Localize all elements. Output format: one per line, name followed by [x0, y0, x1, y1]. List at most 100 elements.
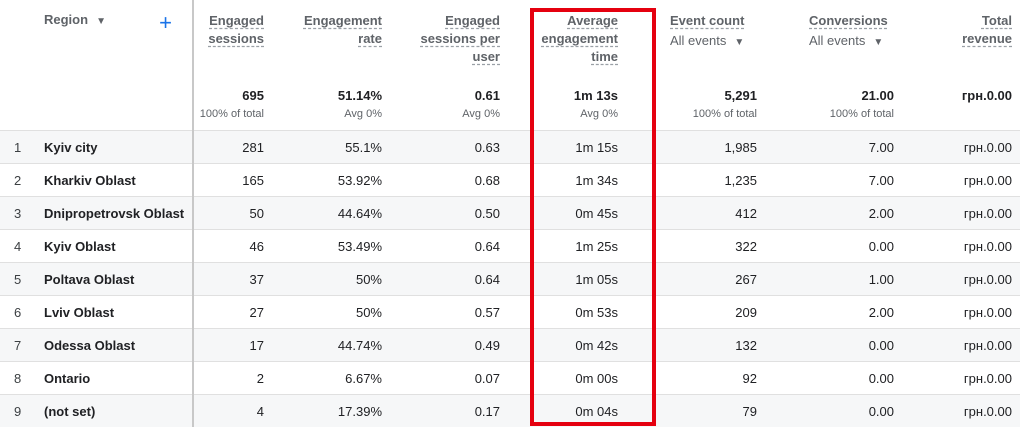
column-filter[interactable]: All events ▼ [809, 32, 894, 52]
metric-cell: 0.64 [390, 262, 508, 296]
total-value: грн.0.00 [961, 88, 1012, 103]
metric-cell: 1,235 [626, 163, 765, 197]
row-index: 4 [0, 229, 30, 263]
total-note: 100% of total [829, 108, 894, 120]
metric-cell: 1.00 [765, 262, 902, 296]
metric-cell: 0.63 [390, 130, 508, 164]
metric-cell: 0.00 [765, 328, 902, 362]
total-value: 5,291 [724, 88, 757, 103]
dropdown-icon[interactable]: ▼ [96, 16, 106, 27]
column-label[interactable]: Engagement rate [303, 13, 382, 46]
metric-cell: 7.00 [765, 130, 902, 164]
column-header[interactable]: Engaged sessions per user 0.61 Avg 0% [390, 0, 508, 131]
metric-cell: 0m 42s [508, 328, 626, 362]
metric-cell: 0m 53s [508, 295, 626, 329]
column-header[interactable]: Event count All events ▼ 5,291 100% of total [626, 0, 765, 131]
metric-cell: 0m 45s [508, 196, 626, 230]
metric-cell: 1m 15s [508, 130, 626, 164]
table-row: 6 Lviv Oblast 27 50% 0.57 0m 53s 209 2.00 грн.0.… [0, 295, 1020, 329]
table-row: 3 Dnipropetrovsk Oblast 50 44.64% 0.50 0m 45s… [0, 196, 1020, 230]
total-value: 695 [242, 88, 264, 103]
metric-cell: 132 [626, 328, 765, 362]
metric-cell: 0.57 [390, 295, 508, 329]
region-cell: Dnipropetrovsk Oblast [30, 196, 194, 230]
metric-cell: 92 [626, 361, 765, 395]
table-row: 5 Poltava Oblast 37 50% 0.64 1m 05s 267 1.00 грн… [0, 262, 1020, 296]
metric-cell: 44.64% [272, 196, 390, 230]
total-value: 51.14% [337, 88, 382, 103]
column-header[interactable]: Engaged sessions 695 100% of total [193, 0, 272, 131]
column-label[interactable]: Conversions [809, 13, 888, 28]
metric-cell: 0.00 [765, 394, 902, 427]
metric-cell: 53.92% [272, 163, 390, 197]
highlight-box [530, 8, 656, 426]
metric-cell: грн.0.00 [902, 130, 1020, 164]
dimension-header[interactable]: Region ▼ + [30, 0, 194, 131]
metric-cell: 50% [272, 295, 390, 329]
column-header[interactable]: Conversions All events ▼ 21.00 100% of total [765, 0, 902, 131]
metric-cell: грн.0.00 [902, 394, 1020, 427]
metric-cell: 46 [193, 229, 272, 263]
metric-cell: 0.50 [390, 196, 508, 230]
metric-cell: 6.67% [272, 361, 390, 395]
total-value: 0.61 [474, 88, 500, 103]
add-dimension-button[interactable]: + [159, 10, 172, 35]
metric-cell: 0.64 [390, 229, 508, 263]
metric-cell: 0.00 [765, 229, 902, 263]
metric-cell: 79 [626, 394, 765, 427]
dropdown-icon[interactable]: ▼ [734, 37, 745, 48]
metric-cell: 0.00 [765, 361, 902, 395]
metric-cell: грн.0.00 [902, 262, 1020, 296]
metric-cell: 37 [193, 262, 272, 296]
total-note: 100% of total [199, 108, 264, 120]
column-label[interactable]: Event count [670, 13, 745, 28]
column-filter[interactable]: All events ▼ [670, 32, 757, 52]
metric-cell: 412 [626, 196, 765, 230]
filter-label[interactable]: All events [809, 33, 866, 48]
column-label[interactable]: Engaged sessions [208, 13, 264, 46]
metric-cell: грн.0.00 [902, 229, 1020, 263]
total-note: Avg 0% [344, 108, 382, 120]
region-cell: Poltava Oblast [30, 262, 194, 296]
row-index: 8 [0, 361, 30, 395]
column-label[interactable]: Total revenue [962, 13, 1012, 46]
dimension-label[interactable]: Region [44, 12, 89, 27]
region-cell: (not set) [30, 394, 194, 427]
metric-cell: 0m 04s [508, 394, 626, 427]
table-row: 4 Kyiv Oblast 46 53.49% 0.64 1m 25s 322 0.00 грн… [0, 229, 1020, 263]
metric-cell: 27 [193, 295, 272, 329]
total-value: 21.00 [861, 88, 894, 103]
header-row: Region ▼ + Engaged sessions 695 100% of tota… [0, 0, 1020, 131]
row-index: 7 [0, 328, 30, 362]
column-label[interactable]: Engaged sessions per user [420, 13, 501, 64]
column-header[interactable]: Average engagement time 1m 13s Avg 0% [508, 0, 626, 131]
index-header [0, 0, 30, 131]
column-label[interactable]: Average engagement time [541, 13, 618, 64]
metric-cell: 209 [626, 295, 765, 329]
metric-cell: 50 [193, 196, 272, 230]
column-header[interactable]: Engagement rate 51.14% Avg 0% [272, 0, 390, 131]
metric-cell: 50% [272, 262, 390, 296]
metric-cell: 0m 00s [508, 361, 626, 395]
metric-cell: 0.07 [390, 361, 508, 395]
metric-cell: 2 [193, 361, 272, 395]
region-cell: Odessa Oblast [30, 328, 194, 362]
region-cell: Lviv Oblast [30, 295, 194, 329]
dropdown-icon[interactable]: ▼ [873, 37, 884, 48]
metric-cell: 267 [626, 262, 765, 296]
table-row: 2 Kharkiv Oblast 165 53.92% 0.68 1m 34s 1,235 7… [0, 163, 1020, 197]
column-header[interactable]: Total revenue грн.0.00 [902, 0, 1020, 131]
region-cell: Kyiv Oblast [30, 229, 194, 263]
total-note: 100% of total [692, 108, 757, 120]
metric-cell: 0.68 [390, 163, 508, 197]
metric-cell: 2.00 [765, 196, 902, 230]
metric-cell: 17.39% [272, 394, 390, 427]
metric-cell: 0.17 [390, 394, 508, 427]
metric-cell: 2.00 [765, 295, 902, 329]
metric-cell: 165 [193, 163, 272, 197]
filter-label[interactable]: All events [670, 33, 727, 48]
table-row: 8 Ontario 2 6.67% 0.07 0m 00s 92 0.00 грн.0.00 [0, 361, 1020, 395]
region-cell: Kharkiv Oblast [30, 163, 194, 197]
